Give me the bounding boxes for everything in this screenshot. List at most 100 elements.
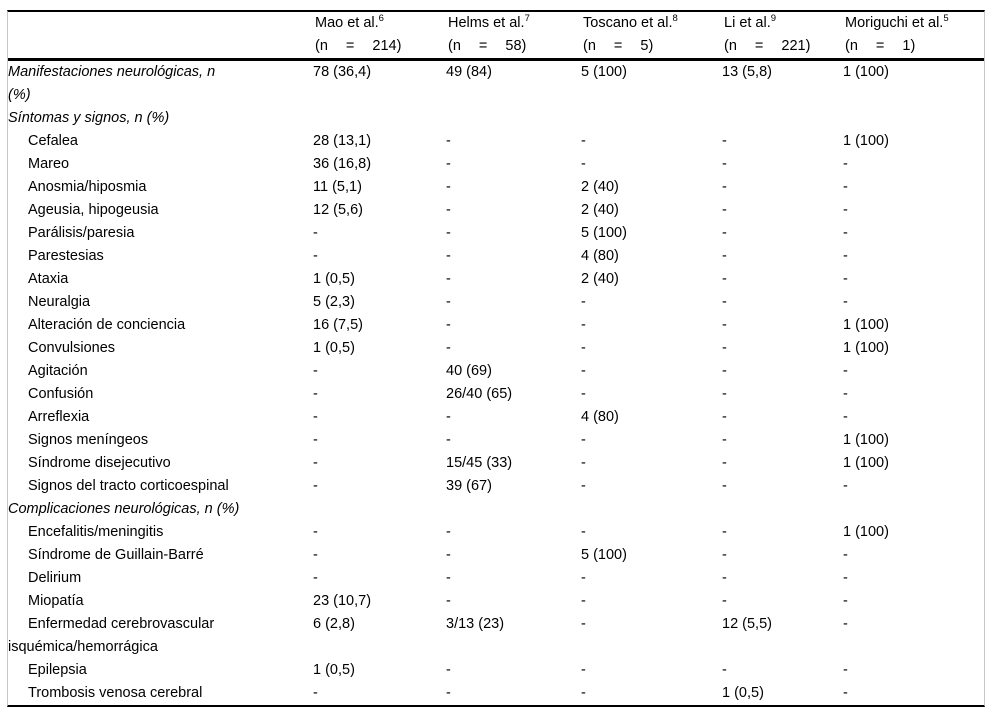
cell-value: -: [313, 570, 318, 586]
row-label: Delirium: [28, 570, 82, 586]
cell-value: 1 (0,5): [722, 685, 764, 701]
cell-value: -: [722, 202, 727, 218]
row-label: Miopatía: [28, 593, 84, 609]
cell-value: -: [722, 271, 727, 287]
cell-value: 1 (0,5): [313, 340, 355, 356]
cell-value: 4 (80): [581, 409, 619, 425]
cell-value: 5 (100): [581, 225, 627, 241]
table-row: Anosmia/hiposmia 11 (5,1) - 2 (40) - -: [8, 176, 984, 199]
cell-value: -: [843, 179, 848, 195]
cell-value: 1 (100): [843, 317, 889, 333]
cell-value: 78 (36,4): [313, 64, 372, 80]
row-label: Síndrome de Guillain-Barré: [28, 547, 204, 563]
study-name: Moriguchi et al.5: [845, 12, 984, 35]
cell-value: -: [446, 570, 451, 586]
table-row: Síndrome disejecutivo - 15/45 (33) - - 1 (100…: [8, 452, 984, 475]
row-label: Convulsiones: [28, 340, 116, 356]
cell-value: 2 (40): [581, 179, 619, 195]
cell-value: -: [581, 455, 586, 471]
row-label: Cefalea: [28, 133, 78, 149]
cell-value: -: [446, 593, 451, 609]
table-body: Manifestaciones neurológicas, n (%) 78 (3…: [8, 60, 984, 706]
cell-value: -: [313, 524, 318, 540]
cell-value: -: [722, 432, 727, 448]
cell-value: -: [722, 363, 727, 379]
cell-value: 2 (40): [581, 271, 619, 287]
table-row: Convulsiones 1 (0,5) - - - 1 (100): [8, 337, 984, 360]
study-name-text: Li et al.: [724, 15, 771, 31]
cell-value: -: [313, 685, 318, 701]
cell-value: -: [446, 340, 451, 356]
cell-value: -: [722, 570, 727, 586]
cell-value: 1 (100): [843, 524, 889, 540]
cell-value: -: [843, 616, 848, 632]
cell-value: -: [843, 662, 848, 678]
cell-value: -: [446, 294, 451, 310]
cell-value: -: [446, 662, 451, 678]
cell-value: -: [843, 386, 848, 402]
cell-value: 5 (2,3): [313, 294, 355, 310]
cell-value: [446, 107, 581, 130]
cell-value: -: [581, 662, 586, 678]
table-row: Delirium - - - - -: [8, 567, 984, 590]
reference-superscript: 8: [672, 13, 678, 25]
cell-value: -: [313, 386, 318, 402]
column-header: Mao et al.6 (n = 214): [313, 12, 446, 61]
cell-value: 15/45 (33): [446, 455, 513, 471]
cell-value: -: [446, 156, 451, 172]
cell-value: -: [722, 455, 727, 471]
cell-value: [843, 498, 984, 521]
cell-value: -: [722, 593, 727, 609]
cell-value: -: [446, 524, 451, 540]
table-row: Miopatía 23 (10,7) - - - -: [8, 590, 984, 613]
row-label: Confusión: [28, 386, 94, 402]
cell-value: 36 (16,8): [313, 156, 372, 172]
cell-value: -: [581, 363, 586, 379]
table-row: Enfermedad cerebrovascular isquémica/hem…: [8, 613, 984, 659]
cell-value: -: [722, 386, 727, 402]
table-row: Mareo 36 (16,8) - - - -: [8, 153, 984, 176]
table-row: Parálisis/paresia - - 5 (100) - -: [8, 222, 984, 245]
cell-value: -: [722, 340, 727, 356]
row-label: Ataxia: [28, 271, 69, 287]
row-label: Síntomas y signos, n (%): [8, 110, 170, 126]
cell-value: -: [843, 363, 848, 379]
cell-value: -: [722, 478, 727, 494]
reference-superscript: 9: [770, 13, 777, 25]
table-row: Alteración de conciencia 16 (7,5) - - - 1 (10…: [8, 314, 984, 337]
row-label: Neuralgia: [28, 294, 91, 310]
cell-value: 1 (0,5): [313, 271, 355, 287]
cell-value: 49 (84): [446, 64, 492, 80]
sample-size: (n = 214): [315, 38, 402, 54]
study-name-text: Toscano et al.: [583, 15, 673, 31]
cell-value: -: [722, 317, 727, 333]
table-row: Síndrome de Guillain-Barré - - 5 (100) - -: [8, 544, 984, 567]
cell-value: 5 (100): [581, 64, 627, 80]
study-name-text: Mao et al.: [315, 15, 379, 31]
cell-value: -: [446, 225, 451, 241]
cell-value: -: [843, 271, 848, 287]
study-name: Helms et al.7: [448, 12, 581, 35]
table-row: Ageusia, hipogeusia 12 (5,6) - 2 (40) - -: [8, 199, 984, 222]
cell-value: 1 (0,5): [313, 662, 355, 678]
cell-value: -: [313, 478, 318, 494]
cell-value: -: [722, 225, 727, 241]
cell-value: -: [722, 524, 727, 540]
cell-value: [313, 107, 446, 130]
cell-value: -: [722, 662, 727, 678]
cell-value: -: [843, 685, 848, 701]
cell-value: -: [446, 432, 451, 448]
cell-value: -: [581, 133, 586, 149]
cell-value: -: [446, 317, 451, 333]
row-label: Manifestaciones neurológicas, n (%): [8, 64, 216, 103]
cell-value: 5 (100): [581, 547, 627, 563]
table-row: Signos del tracto corticoespinal - 39 (67)…: [8, 475, 984, 498]
cell-value: -: [581, 317, 586, 333]
cell-value: 1 (100): [843, 432, 889, 448]
cell-value: -: [843, 593, 848, 609]
row-label: Mareo: [28, 156, 70, 172]
row-label: Anosmia/hiposmia: [28, 179, 147, 195]
cell-value: -: [446, 547, 451, 563]
cell-value: -: [313, 363, 318, 379]
